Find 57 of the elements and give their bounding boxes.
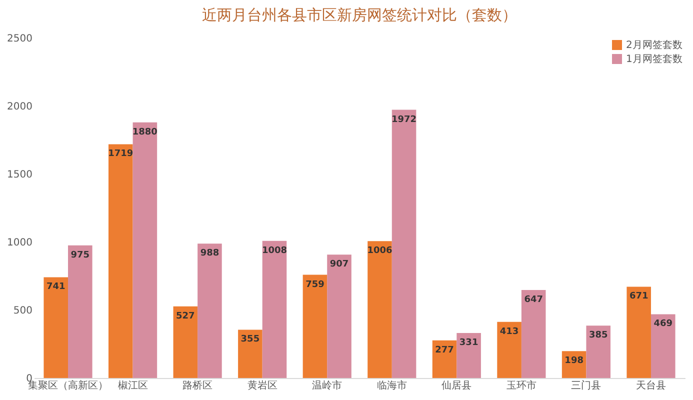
- bar: [44, 277, 68, 378]
- bar: [432, 340, 457, 378]
- data-label: 277: [435, 345, 454, 356]
- y-tick-label: 2500: [7, 34, 32, 44]
- data-label: 1008: [262, 246, 288, 256]
- data-label: 385: [588, 330, 608, 341]
- bar: [238, 330, 262, 378]
- data-label: 198: [564, 356, 584, 366]
- x-tick-label: 椒江区: [118, 380, 148, 392]
- data-label: 1006: [367, 246, 392, 256]
- y-tick-label: 1000: [7, 238, 32, 248]
- bar: [132, 122, 158, 378]
- data-label: 759: [306, 280, 324, 290]
- data-label: 355: [240, 334, 260, 345]
- bar: [302, 274, 328, 378]
- x-tick-label: 路桥区: [182, 380, 213, 392]
- x-tick-label: 仙居县: [442, 380, 472, 392]
- data-label: 527: [176, 311, 195, 322]
- data-label: 907: [330, 260, 349, 270]
- data-label: 1719: [108, 149, 134, 160]
- y-tick-label: 1500: [7, 170, 32, 180]
- x-tick-label: 集聚区（高新区）: [28, 380, 108, 392]
- data-label: 1972: [392, 114, 417, 125]
- legend-label: 2月网签套数: [626, 39, 682, 51]
- bar: [497, 322, 522, 378]
- legend-label: 1月网签套数: [626, 53, 682, 65]
- bar: [456, 332, 481, 378]
- data-label: 975: [70, 250, 90, 260]
- bar: [392, 110, 416, 378]
- x-tick-label: 玉环市: [506, 380, 536, 392]
- y-tick-label: 2000: [7, 102, 32, 112]
- y-tick-label: 500: [13, 306, 32, 316]
- data-label: 1880: [132, 127, 158, 138]
- bar: [626, 286, 651, 378]
- bar: [262, 240, 287, 378]
- data-label: 647: [524, 295, 543, 306]
- x-tick-label: 临海市: [376, 380, 407, 392]
- data-label: 469: [654, 319, 673, 330]
- bar: [173, 306, 198, 378]
- x-tick-label: 温岭市: [312, 380, 342, 392]
- data-label: 988: [200, 248, 220, 259]
- bar: [368, 241, 392, 378]
- bar: [586, 326, 611, 378]
- data-label: 741: [46, 282, 66, 292]
- x-tick-label: 三门县: [571, 380, 602, 392]
- data-label: 671: [629, 292, 648, 302]
- x-tick-label: 黄岩区: [247, 380, 278, 392]
- bar: [521, 290, 546, 378]
- bar: [108, 144, 133, 378]
- bar: [327, 254, 352, 378]
- data-label: 413: [500, 326, 519, 337]
- bar: [198, 244, 222, 378]
- data-label: 331: [459, 338, 478, 348]
- chart-title: 近两月台州各县市区新房网签统计对比（套数）: [202, 6, 517, 24]
- bar: [650, 314, 676, 378]
- bar: [68, 245, 92, 378]
- x-tick-label: 天台县: [636, 380, 666, 392]
